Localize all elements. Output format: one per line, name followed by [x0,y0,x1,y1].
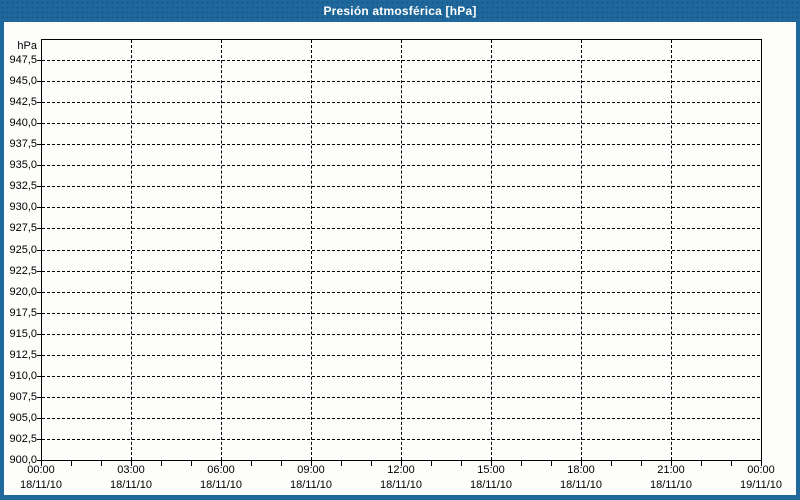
y-tick [37,396,41,398]
x-axis-time-label: 15:00 [477,464,505,476]
x-axis-date-label: 19/11/10 [739,479,782,491]
v-gridline [671,40,672,460]
x-tick [761,461,762,466]
x-tick [371,461,372,466]
v-gridline [131,40,132,460]
x-axis-date-label: 18/11/10 [379,479,422,491]
y-tick [37,460,41,461]
v-gridline [311,40,312,460]
y-tick [37,438,41,440]
y-axis-label: 912,5 [9,348,37,361]
y-axis-label: 900,0 [9,454,37,466]
x-tick [131,461,132,466]
title-bar: Presión atmosférica [hPa] [0,0,800,22]
y-tick [37,123,41,125]
x-axis-date-label: 18/11/10 [649,479,692,491]
y-tick [37,207,41,209]
y-axis-label: 937,5 [9,138,37,151]
y-axis-label: 910,0 [9,369,37,382]
y-tick [37,144,41,146]
x-tick [191,461,192,466]
x-tick [281,461,282,466]
x-axis-date-label: 18/11/10 [559,479,602,491]
x-tick [551,461,552,466]
y-tick [37,375,41,377]
y-tick [37,333,41,335]
x-axis-date-label: 18/11/10 [289,479,332,491]
x-tick [251,461,252,466]
x-tick [521,461,522,466]
y-tick [37,417,41,419]
y-tick [37,249,41,251]
x-tick [611,461,612,466]
y-axis-label: 947,5 [9,54,37,67]
x-axis-time-label: 21:00 [657,464,685,476]
y-axis-label: 905,0 [9,411,37,424]
v-gridline [221,40,222,460]
x-tick [101,461,102,466]
x-tick [581,461,582,466]
x-tick [311,461,312,466]
y-tick [37,186,41,188]
y-axis-label: 917,5 [9,306,37,319]
chart-title: Presión atmosférica [hPa] [323,4,477,18]
y-axis-label: 927,5 [9,222,37,235]
y-tick [37,60,41,62]
y-tick [37,102,41,104]
x-axis-time-label: 03:00 [117,464,145,476]
y-tick [37,312,41,314]
x-axis-date-label: 18/11/10 [109,479,152,491]
x-axis-time-label: 00:00 [27,464,55,476]
v-gridline [491,40,492,460]
y-axis-label: 922,5 [9,264,37,277]
x-tick [701,461,702,466]
y-axis-label: 945,0 [9,75,37,88]
y-axis-label: 925,0 [9,243,37,256]
x-tick [41,461,42,466]
y-tick [37,228,41,230]
v-gridline [581,40,582,460]
y-tick [37,354,41,356]
v-gridline [401,40,402,460]
x-tick [671,461,672,466]
x-axis-time-label: 00:00 [747,464,775,476]
x-tick [341,461,342,466]
y-axis-label: 915,0 [9,327,37,340]
y-axis-label: 940,0 [9,117,37,130]
x-axis-time-label: 18:00 [567,464,595,476]
x-tick [461,461,462,466]
y-axis-label: 930,0 [9,201,37,214]
y-axis-label: 935,0 [9,159,37,172]
x-tick [731,461,732,466]
x-axis-time-label: 12:00 [387,464,415,476]
x-axis-time-label: 09:00 [297,464,325,476]
y-axis-unit-label: hPa [17,40,37,52]
y-tick [37,291,41,293]
y-tick [37,81,41,83]
x-tick [221,461,222,466]
x-axis-time-label: 06:00 [207,464,235,476]
x-tick [161,461,162,466]
x-axis-date-label: 18/11/10 [199,479,242,491]
x-tick [401,461,402,466]
x-tick [71,461,72,466]
y-tick [37,165,41,167]
y-axis-label: 920,0 [9,285,37,298]
x-tick [491,461,492,466]
x-axis-date-label: 18/11/10 [469,479,512,491]
x-tick [431,461,432,466]
y-axis-label: 942,5 [9,96,37,109]
x-axis-date-label: 18/11/10 [19,479,62,491]
y-tick [37,270,41,272]
y-axis-label: 902,5 [9,432,37,445]
y-axis-label: 932,5 [9,180,37,193]
y-axis-label: 907,5 [9,390,37,403]
x-tick [641,461,642,466]
